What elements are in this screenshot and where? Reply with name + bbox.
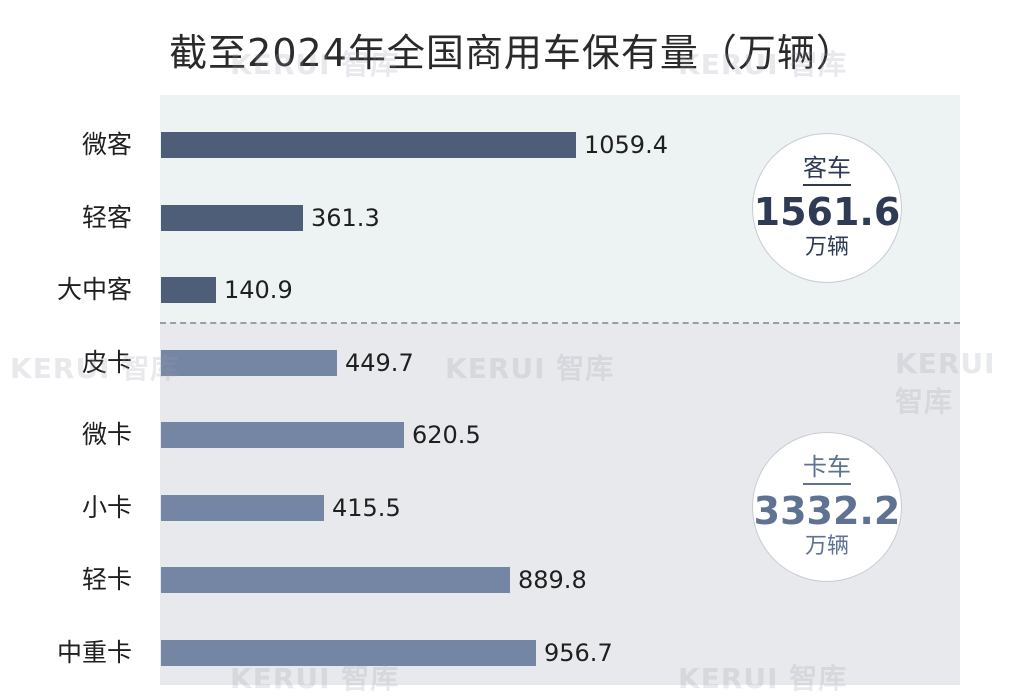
chart-title: 截至2024年全国商用车保有量（万辆） [169, 31, 855, 75]
bar [161, 639, 536, 666]
truck-group-label: 卡车 [803, 453, 851, 481]
category-label: 大中客 [56, 275, 132, 304]
watermark: KERUI 智库 [445, 352, 615, 385]
category-label: 小卡 [81, 492, 132, 522]
truck-total-unit: 万辆 [804, 534, 849, 559]
badge-underline [803, 483, 851, 485]
passenger-total-badge: 客车 1561.6 万辆 [752, 133, 902, 283]
bar [161, 349, 337, 376]
truck-total-value: 3332.2 [753, 489, 901, 533]
bar [161, 277, 216, 303]
watermark: KERUI 智库 [230, 662, 400, 695]
passenger-total-unit: 万辆 [804, 235, 849, 260]
value-label: 620.5 [412, 421, 481, 449]
bar [161, 132, 576, 158]
category-label: 微客 [81, 130, 132, 159]
category-label: 轻卡 [81, 565, 132, 594]
value-label: 361.3 [311, 203, 380, 232]
value-label: 1059.4 [584, 131, 668, 159]
truck-total-badge: 卡车 3332.2 万辆 [752, 432, 902, 582]
category-label: 轻客 [81, 202, 132, 232]
value-label: 449.7 [345, 348, 414, 377]
value-label: 140.9 [224, 276, 293, 304]
watermark: KERUI 智库 [230, 48, 400, 81]
watermark: KERUI 智库 [678, 48, 848, 81]
value-label: 956.7 [544, 638, 613, 667]
bar [161, 494, 324, 521]
value-label: 415.5 [332, 493, 401, 522]
bar [161, 204, 303, 231]
passenger-total-value: 1561.6 [753, 190, 901, 234]
category-label: 微卡 [81, 420, 132, 449]
passenger-group-label: 客车 [803, 154, 851, 182]
watermark: KERUI 智库 [10, 352, 180, 385]
badge-underline [803, 184, 851, 186]
watermark: KERUI 智库 [895, 347, 996, 418]
category-label: 中重卡 [56, 637, 132, 667]
bar [161, 567, 510, 593]
category-label: 皮卡 [81, 347, 132, 377]
watermark: KERUI 智库 [678, 662, 848, 695]
value-label: 889.8 [518, 566, 587, 594]
group-divider [160, 322, 960, 324]
bar [161, 422, 404, 448]
